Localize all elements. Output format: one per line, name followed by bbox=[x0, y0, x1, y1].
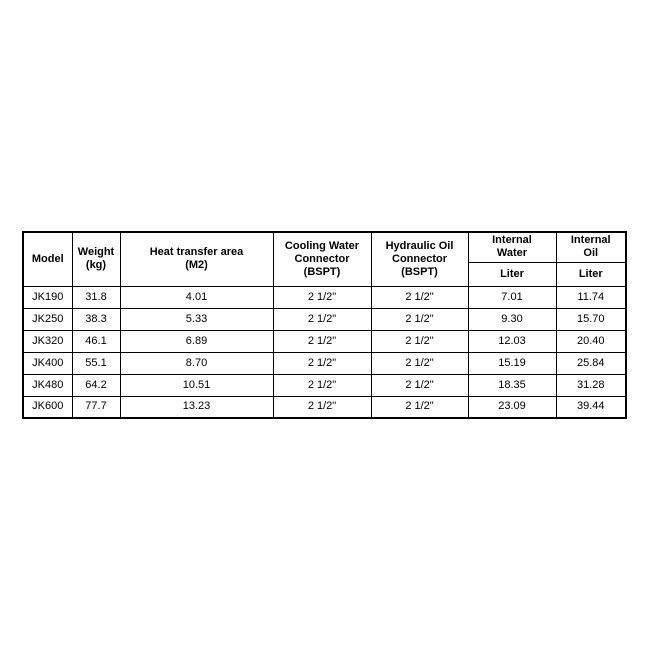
col-header-internal-water: Internal Water bbox=[467, 231, 557, 263]
table-row: JK400 55.1 8.70 2 1/2" 2 1/2" 15.19 25.84 bbox=[22, 351, 627, 375]
col-header-hydraulic-oil-connector: Hydraulic Oil Connector (BSPT) bbox=[370, 231, 469, 287]
hydraulic-oil-connector-cell: 2 1/2" bbox=[370, 395, 469, 419]
heat-transfer-area-cell: 13.23 bbox=[119, 395, 274, 419]
heat-transfer-area-cell: 10.51 bbox=[119, 373, 274, 397]
heat-transfer-area-cell: 6.89 bbox=[119, 329, 274, 353]
cooling-water-connector-cell: 2 1/2" bbox=[272, 285, 372, 309]
col-subheader-internal-oil-unit: Liter bbox=[555, 261, 627, 287]
internal-water-cell: 12.03 bbox=[467, 329, 557, 353]
model-cell: JK480 bbox=[22, 373, 73, 397]
col-header-heat-transfer-area: Heat transfer area (M2) bbox=[119, 231, 274, 287]
heat-transfer-area-cell: 4.01 bbox=[119, 285, 274, 309]
cooling-water-connector-cell: 2 1/2" bbox=[272, 373, 372, 397]
col-header-model: Model bbox=[22, 231, 73, 287]
internal-oil-cell: 39.44 bbox=[555, 395, 627, 419]
internal-oil-cell: 11.74 bbox=[555, 285, 627, 309]
hydraulic-oil-connector-cell: 2 1/2" bbox=[370, 351, 469, 375]
hydraulic-oil-connector-cell: 2 1/2" bbox=[370, 285, 469, 309]
hydraulic-oil-connector-cell: 2 1/2" bbox=[370, 373, 469, 397]
cooling-water-connector-cell: 2 1/2" bbox=[272, 329, 372, 353]
cooling-water-connector-cell: 2 1/2" bbox=[272, 307, 372, 331]
col-subheader-internal-water-unit: Liter bbox=[467, 261, 557, 287]
heat-transfer-area-cell: 5.33 bbox=[119, 307, 274, 331]
table-row: JK250 38.3 5.33 2 1/2" 2 1/2" 9.30 15.70 bbox=[22, 307, 627, 331]
hydraulic-oil-connector-cell: 2 1/2" bbox=[370, 307, 469, 331]
table-row: JK320 46.1 6.89 2 1/2" 2 1/2" 12.03 20.40 bbox=[22, 329, 627, 353]
header-row-top: Model Weight (kg) Heat transfer area (M2… bbox=[22, 231, 627, 287]
col-header-weight: Weight (kg) bbox=[71, 231, 121, 287]
internal-oil-cell: 25.84 bbox=[555, 351, 627, 375]
weight-cell: 55.1 bbox=[71, 351, 121, 375]
internal-oil-cell: 31.28 bbox=[555, 373, 627, 397]
internal-water-cell: 9.30 bbox=[467, 307, 557, 331]
table-body: JK190 31.8 4.01 2 1/2" 2 1/2" 7.01 11.74 JK250 3… bbox=[22, 285, 627, 419]
model-cell: JK600 bbox=[22, 395, 73, 419]
model-cell: JK250 bbox=[22, 307, 73, 331]
weight-cell: 38.3 bbox=[71, 307, 121, 331]
model-cell: JK400 bbox=[22, 351, 73, 375]
internal-water-cell: 23.09 bbox=[467, 395, 557, 419]
internal-oil-cell: 15.70 bbox=[555, 307, 627, 331]
table-header: Model Weight (kg) Heat transfer area (M2… bbox=[22, 231, 627, 287]
cooling-water-connector-cell: 2 1/2" bbox=[272, 351, 372, 375]
weight-cell: 77.7 bbox=[71, 395, 121, 419]
weight-cell: 64.2 bbox=[71, 373, 121, 397]
col-header-cooling-water-connector: Cooling Water Connector (BSPT) bbox=[272, 231, 372, 287]
table-row: JK480 64.2 10.51 2 1/2" 2 1/2" 18.35 31.28 bbox=[22, 373, 627, 397]
heat-transfer-area-cell: 8.70 bbox=[119, 351, 274, 375]
table-row: JK600 77.7 13.23 2 1/2" 2 1/2" 23.09 39.44 bbox=[22, 395, 627, 419]
internal-water-cell: 15.19 bbox=[467, 351, 557, 375]
internal-water-cell: 18.35 bbox=[467, 373, 557, 397]
table-row: JK190 31.8 4.01 2 1/2" 2 1/2" 7.01 11.74 bbox=[22, 285, 627, 309]
internal-water-cell: 7.01 bbox=[467, 285, 557, 309]
hydraulic-oil-connector-cell: 2 1/2" bbox=[370, 329, 469, 353]
internal-oil-cell: 20.40 bbox=[555, 329, 627, 353]
spec-table: Model Weight (kg) Heat transfer area (M2… bbox=[22, 231, 627, 419]
weight-cell: 31.8 bbox=[71, 285, 121, 309]
cooling-water-connector-cell: 2 1/2" bbox=[272, 395, 372, 419]
col-header-internal-oil: Internal Oil bbox=[555, 231, 627, 263]
model-cell: JK190 bbox=[22, 285, 73, 309]
model-cell: JK320 bbox=[22, 329, 73, 353]
weight-cell: 46.1 bbox=[71, 329, 121, 353]
header-row-units: Liter Liter bbox=[23, 261, 627, 287]
